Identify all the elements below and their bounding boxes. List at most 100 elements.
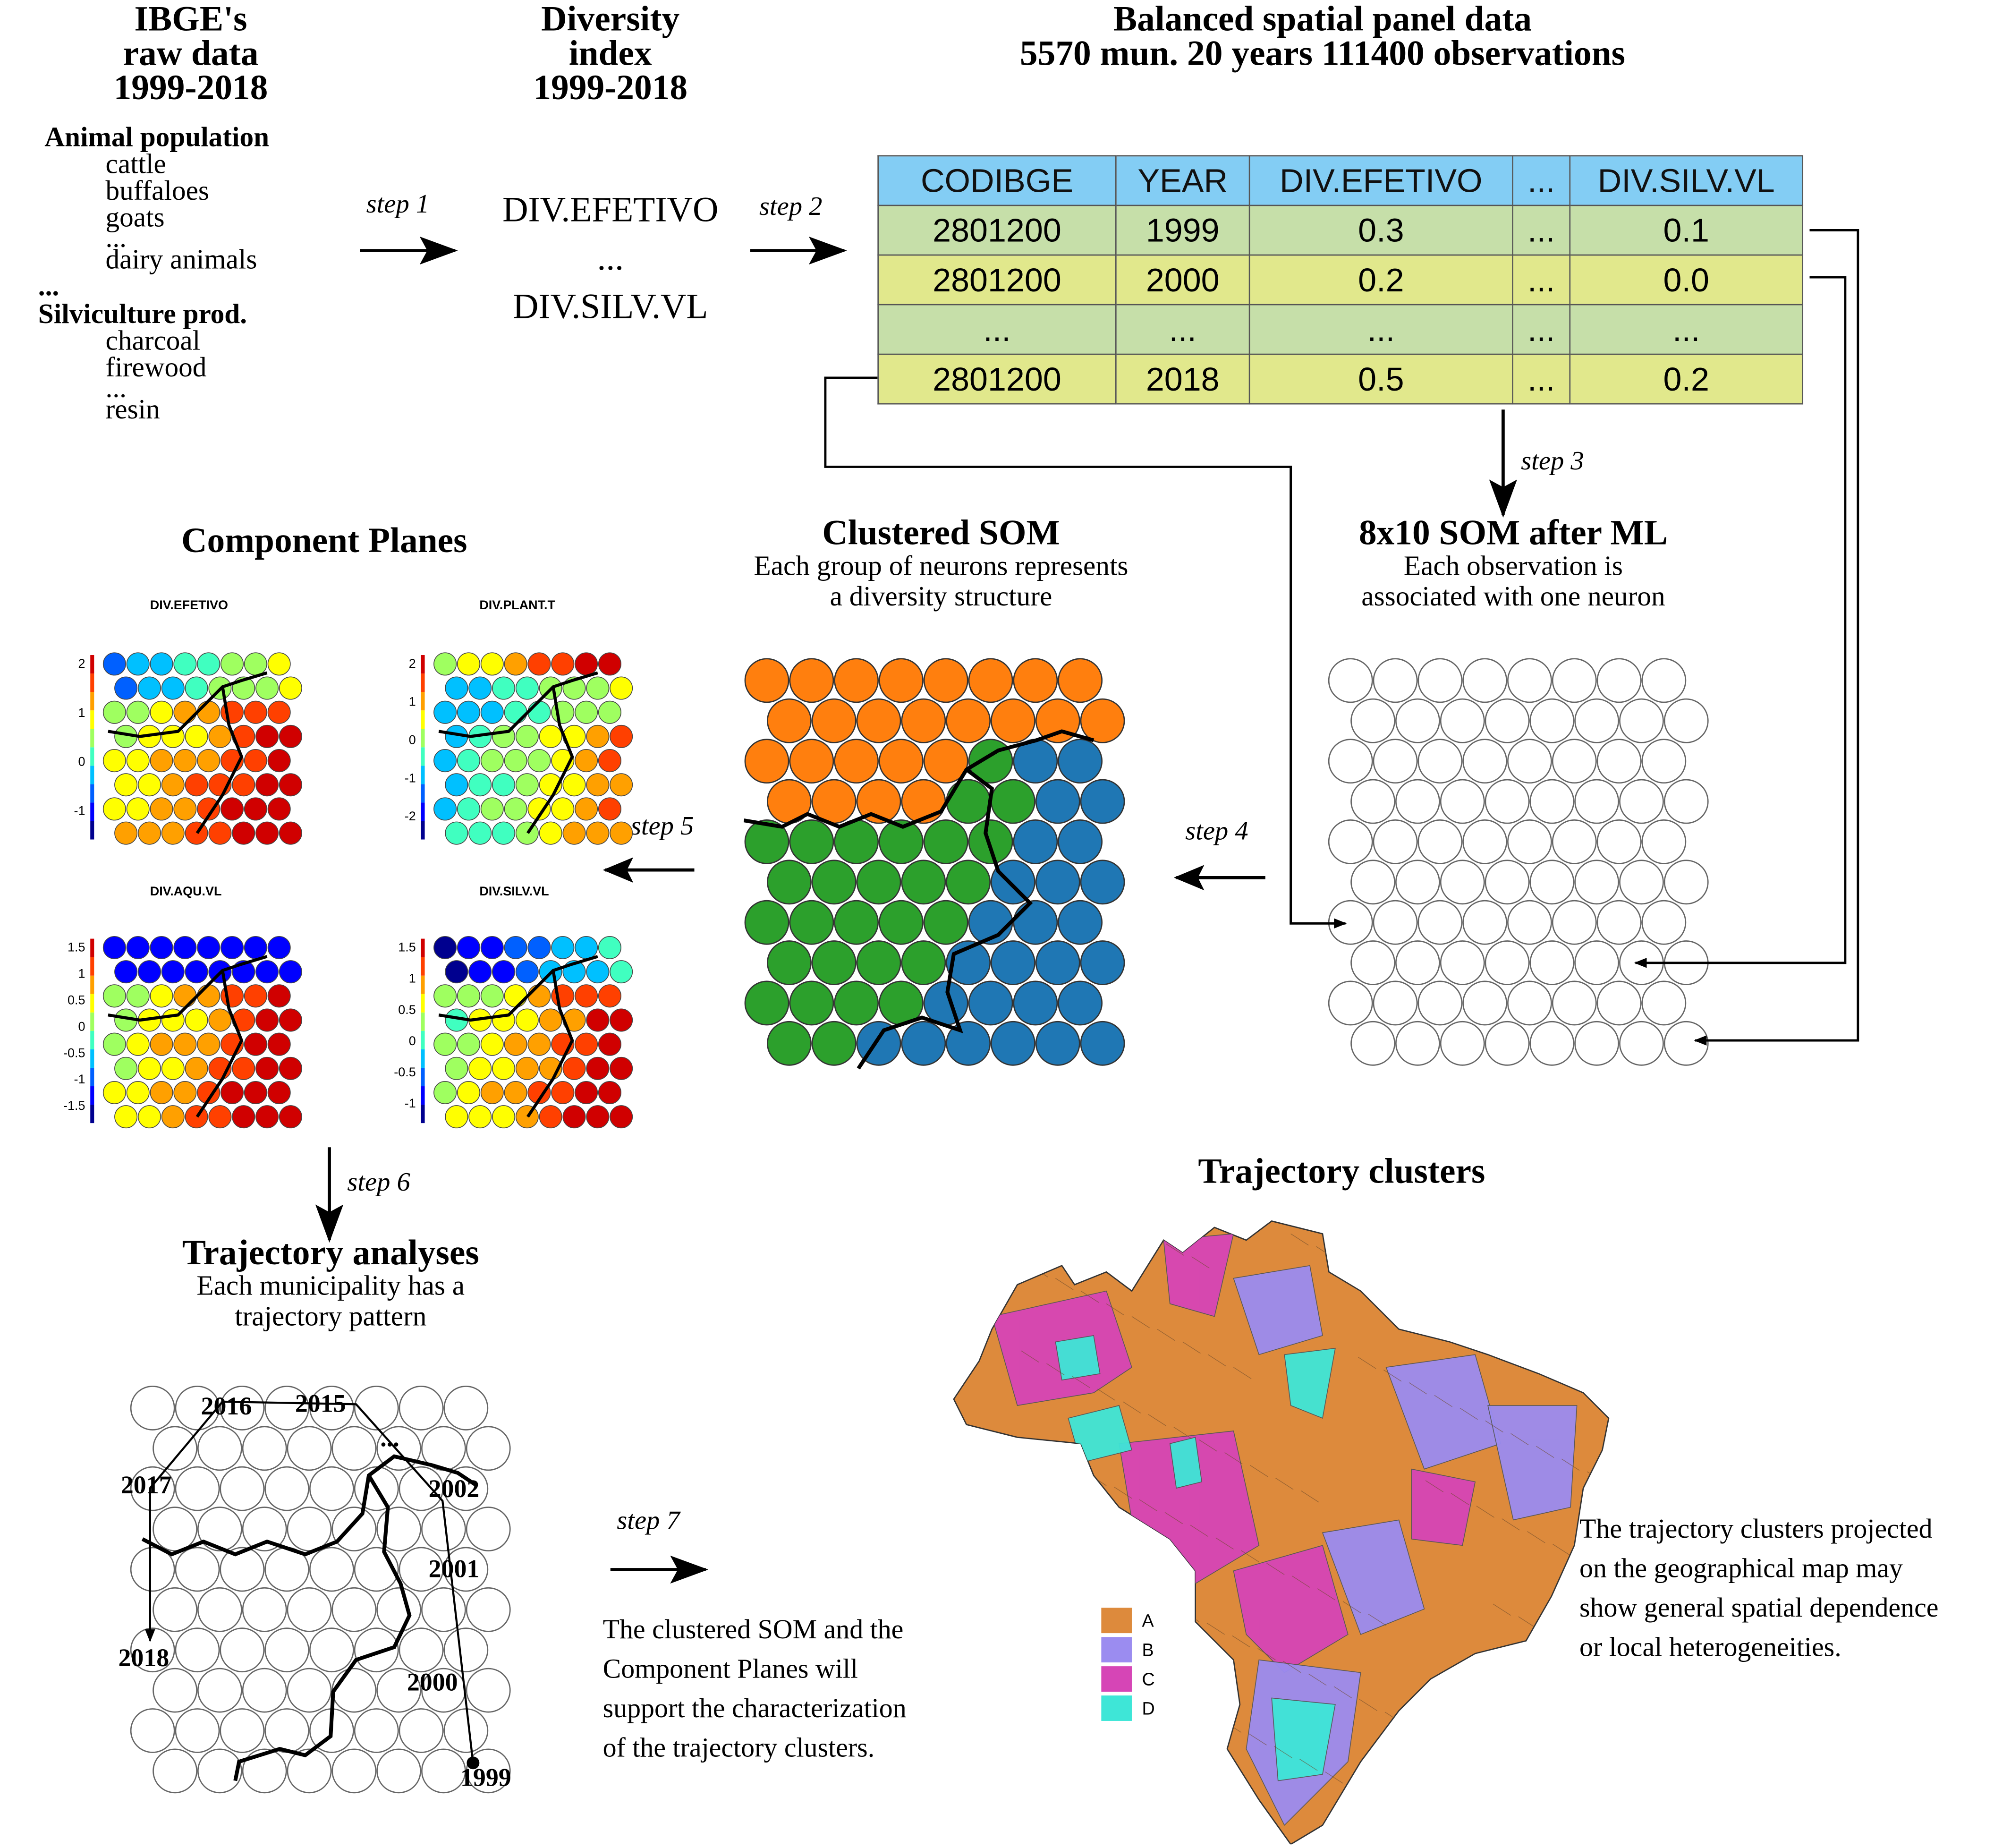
plane-neuron [433, 700, 457, 724]
plane-neuron [126, 700, 150, 724]
plane-neuron [480, 1081, 504, 1105]
cluster-neuron [901, 698, 946, 743]
plane-neuron [504, 749, 527, 773]
cluster-neuron [901, 1021, 946, 1066]
municipality-border [1233, 1367, 1252, 1380]
plane-neuron [527, 1081, 551, 1105]
trajectory-neuron [220, 1466, 265, 1511]
cluster-neuron [946, 860, 991, 905]
plane-neuron [267, 797, 291, 821]
plane-neuron [173, 1032, 197, 1056]
cluster-neuron [789, 739, 834, 784]
table-cell: 2801200 [877, 254, 1117, 306]
plane-neuron [586, 1008, 610, 1032]
trajectory-neuron [287, 1668, 332, 1713]
plane-neuron [480, 936, 504, 959]
som-neuron [1395, 698, 1440, 743]
som-neuron [1663, 1021, 1709, 1066]
table-cell: 2801200 [877, 353, 1117, 405]
paragraph-line: Component Planes will [602, 1653, 858, 1684]
plane-neuron [586, 960, 610, 984]
legend-label: C [1142, 1668, 1155, 1689]
som-neuron [1529, 698, 1575, 743]
colorbar-tick: 0 [409, 1034, 416, 1048]
plane-neuron [586, 821, 610, 845]
plane-neuron [433, 984, 457, 1008]
raw-data-list: Animal population cattle buffaloes goats… [38, 120, 343, 423]
plane-neuron [267, 700, 291, 724]
municipality-border [1409, 1382, 1427, 1395]
plane-neuron [114, 1105, 138, 1129]
plane-neuron [232, 773, 255, 797]
plane-neuron [527, 1032, 551, 1056]
som-neuron [1529, 940, 1575, 985]
colorbar-tick: -1 [74, 1072, 85, 1086]
colorbar-segment [421, 1067, 425, 1087]
map-title: Trajectory clusters [1198, 1152, 1485, 1192]
som-ml-subtitle-line: associated with one neuron [1361, 580, 1665, 612]
plane-neuron [279, 724, 302, 748]
plane-neuron [562, 821, 586, 845]
municipality-border [1283, 1661, 1301, 1673]
cluster-neuron [744, 739, 789, 784]
cluster-neuron [1013, 980, 1058, 1026]
cluster-neuron [1035, 779, 1080, 824]
plane-neuron [255, 676, 279, 700]
som-neuron [1596, 980, 1642, 1026]
plane-neuron [173, 652, 197, 676]
som-neuron [1440, 860, 1485, 905]
colorbar-tick: 1 [78, 706, 85, 720]
table-header-row: CODIBGE YEAR DIV.EFETIVO ... DIV.SILV.VL [877, 155, 1804, 206]
animal-header: Animal population [44, 120, 270, 153]
colorbar-segment [421, 673, 425, 692]
colorbar-tick: 1 [409, 971, 416, 986]
cluster-neuron [1080, 698, 1125, 743]
colorbar-segment [421, 1012, 425, 1031]
trajectory-neuron [130, 1466, 175, 1511]
colorbar-tick: 1.5 [398, 940, 416, 954]
plane-neuron [279, 960, 302, 984]
plane-neuron [539, 1105, 562, 1129]
cluster-neuron [1058, 658, 1103, 703]
raw-title-line: 1999-2018 [113, 68, 268, 108]
plane-neuron [598, 700, 621, 724]
cluster-neuron [856, 860, 901, 905]
plane-neuron [197, 652, 221, 676]
municipality-border [1308, 1673, 1327, 1686]
plane-neuron [468, 1056, 492, 1080]
plane-neuron [515, 724, 539, 748]
map-region [1271, 1697, 1336, 1781]
plane-neuron [504, 652, 527, 676]
trajectory-neuron [399, 1627, 444, 1673]
paragraph-line: The clustered SOM and the [602, 1614, 904, 1645]
plane-neuron [492, 960, 516, 984]
table-header: DIV.EFETIVO [1248, 155, 1513, 206]
plane-neuron [126, 652, 150, 676]
som-neuron [1619, 860, 1664, 905]
plane-neuron [480, 652, 504, 676]
plane-neuron [114, 773, 138, 797]
colorbar-tick: -2 [405, 809, 416, 823]
cluster-neuron [789, 980, 834, 1026]
diversity-title-line: Diversity [541, 0, 680, 40]
colorbar-tick: 0.5 [68, 993, 85, 1007]
plane-neuron [457, 797, 480, 821]
plane-neuron [244, 1032, 267, 1056]
table-cell: ... [1512, 304, 1571, 355]
plane-neuron [255, 724, 279, 748]
municipality-border [1166, 1243, 1184, 1256]
plane-neuron [527, 797, 551, 821]
som-ml-title: 8x10 SOM after ML [1358, 514, 1668, 554]
plane-neuron [610, 821, 633, 845]
colorbar-segment [90, 710, 94, 729]
som-neuron [1395, 860, 1440, 905]
plane-neuron [197, 1032, 221, 1056]
component-planes: 2 1 0 -1 2 1 0 -1 -2 1.5 1 0.5 0 -0.5 -1 -1.5 1.5 1 0.5 0 -0… [63, 652, 633, 1129]
trajectory-neuron [264, 1466, 309, 1511]
plane-neuron [137, 960, 161, 984]
clustered-som-header: Clustered SOM Each group of neurons repr… [712, 516, 1170, 612]
plane-neuron [468, 773, 492, 797]
plane-neuron [197, 749, 221, 773]
trajectory-neuron [197, 1668, 242, 1713]
trajectory-neuron [197, 1507, 242, 1551]
